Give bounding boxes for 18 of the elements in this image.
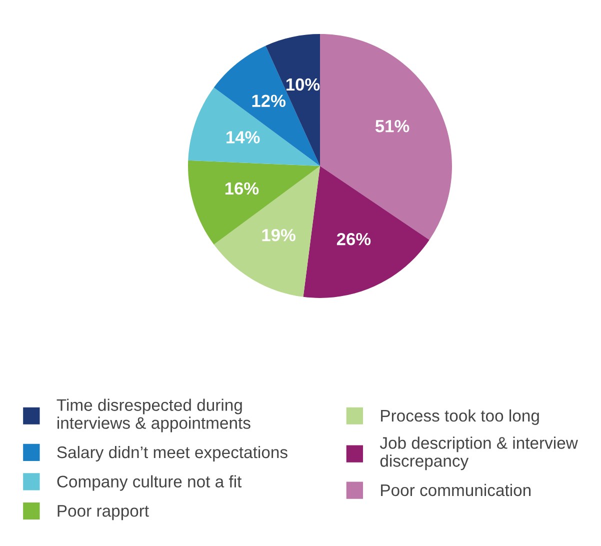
legend-label: Company culture not a fit — [57, 475, 242, 491]
legend-label: Salary didn’t meet expectations — [57, 446, 288, 462]
data-label: 26% — [336, 232, 371, 246]
data-label: 19% — [262, 228, 296, 242]
legend-label: Process took too long — [381, 409, 539, 425]
pie-slice — [214, 166, 320, 297]
data-label: 51% — [375, 120, 410, 132]
legend-label: Poor communication — [381, 484, 531, 496]
data-label: 14% — [226, 131, 260, 144]
legend-label: Time disrespected during interviews & appointments — [56, 398, 250, 432]
pie-slice — [214, 46, 320, 166]
legend-label: Job description & interview discrepancy — [380, 436, 578, 470]
pie-slice — [188, 160, 320, 244]
data-label: 12% — [252, 94, 286, 107]
legend-label: Poor rapport — [58, 505, 149, 520]
data-label: 16% — [225, 182, 259, 195]
pie-slice — [303, 166, 430, 298]
data-label: 10% — [286, 78, 320, 91]
